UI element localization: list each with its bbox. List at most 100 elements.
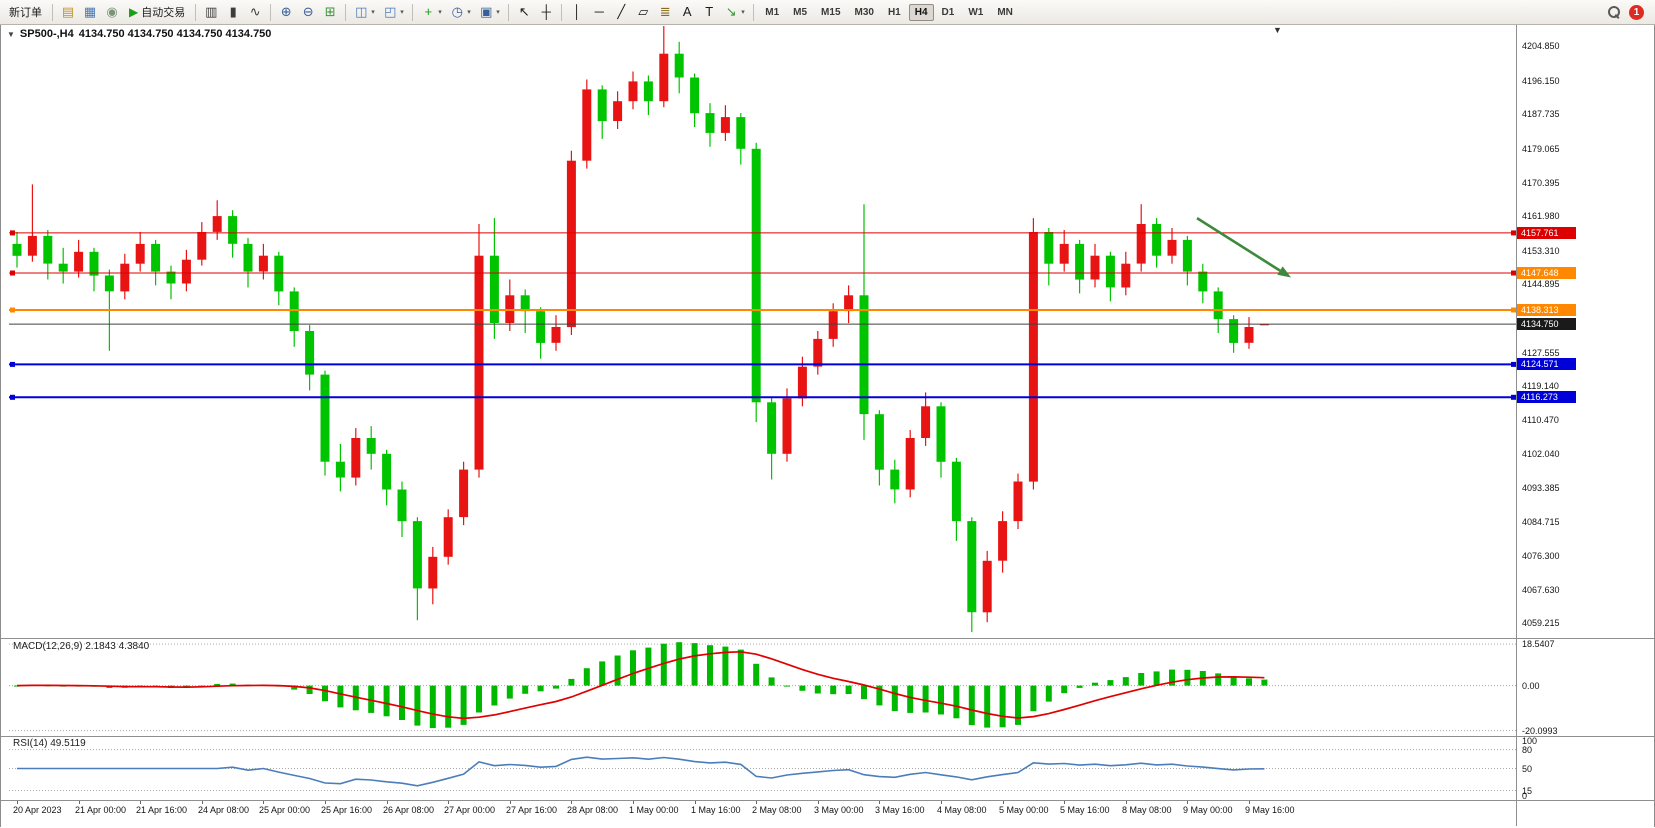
candlestick-chart[interactable] (9, 24, 1519, 638)
cursor-icon[interactable]: ↖ (518, 4, 530, 19)
timeframe-w1-button[interactable]: W1 (968, 6, 984, 18)
time-axis-tick (1249, 801, 1250, 804)
timeframe-m30-button[interactable]: M30 (854, 6, 874, 18)
macd-axis-label: -20.0993 (1522, 726, 1558, 736)
auto-trading-button[interactable]: ▶ 自动交易 (129, 5, 186, 19)
ohlc-values: 4134.750 4134.750 4134.750 4134.750 (78, 28, 272, 40)
time-axis-tick (571, 801, 572, 804)
rsi-label: RSI(14) 49.5119 (13, 738, 86, 749)
price-axis-label: 4127.555 (1522, 348, 1560, 358)
chart-title: SP500-,H4 (19, 28, 74, 40)
timeframe-h4-button[interactable]: H4 (908, 3, 934, 21)
search-icon[interactable] (1607, 5, 1621, 19)
timeframe-m1-button[interactable]: M1 (765, 6, 780, 18)
zoom-out-icon[interactable]: ⊖ (302, 4, 314, 19)
bar-chart-icon[interactable]: ▥ (205, 4, 218, 19)
navigator-icon[interactable]: ◉ (106, 4, 118, 19)
trendline-icon[interactable]: ╱ (617, 4, 626, 19)
toolbar-separator (508, 3, 510, 21)
tile-windows-icon[interactable]: ◫ (355, 4, 368, 19)
label-icon[interactable]: T (705, 4, 714, 19)
timeframe-mn-button[interactable]: MN (997, 6, 1013, 18)
price-axis-label: 4102.040 (1522, 449, 1560, 459)
line-chart-icon[interactable]: ∿ (249, 4, 261, 19)
price-axis-label: 4059.215 (1522, 618, 1560, 628)
trend-arrow[interactable] (1196, 217, 1291, 278)
chart-properties-icon[interactable]: ▣ (480, 4, 493, 19)
notification-badge[interactable]: 1 (1629, 4, 1644, 20)
time-axis-label: 2 May 08:00 (752, 805, 802, 815)
time-axis-label: 20 Apr 2023 (13, 805, 62, 815)
rsi-axis-label: 0 (1522, 791, 1528, 801)
time-axis-tick (448, 801, 449, 804)
period-clock-icon-dropdown[interactable]: ▾ (467, 9, 471, 16)
time-axis-tick (325, 801, 326, 804)
time-axis-label: 8 May 08:00 (1122, 805, 1172, 815)
toolbar-items: 新订单 ▤ ▦ ◉ ▶ 自动交易 ▥ ▮ ∿ ⊕ ⊖ ⊞ ◫ ▾ ◰ ▾ + ▾ ◷ ▾ ▣ ▾ ↖ ┼ │ ─ ╱ ▱ ≣ A T ↘ ▾ M1… (3, 0, 1020, 24)
price-badge: 4124.571 (1517, 358, 1576, 370)
time-axis-tick (1126, 801, 1127, 804)
time-axis-label: 1 May 00:00 (629, 805, 679, 815)
candlestick-chart-icon[interactable]: ▮ (229, 4, 237, 19)
horizontal-line-icon[interactable]: ─ (594, 4, 604, 19)
price-badge: 4138.313 (1517, 304, 1576, 316)
one-click-trading-icon[interactable]: ▼ (7, 29, 15, 39)
new-chart-icon-dropdown[interactable]: ▾ (400, 9, 404, 16)
toolbar-separator (52, 3, 53, 21)
fibonacci-icon[interactable]: ≣ (659, 4, 671, 19)
tile-windows-icon-dropdown[interactable]: ▾ (371, 9, 375, 16)
timeframe-h1-button[interactable]: H1 (887, 6, 901, 18)
price-axis-label: 4084.715 (1522, 517, 1560, 527)
price-axis-label: 4110.470 (1522, 415, 1559, 425)
data-window-icon[interactable]: ▦ (83, 4, 97, 19)
market-watch-icon[interactable]: ▤ (61, 4, 75, 19)
rsi-value: 49.5119 (50, 738, 86, 749)
time-axis-label: 4 May 08:00 (937, 805, 987, 815)
time-axis-separator (1, 800, 1654, 801)
time-axis-label: 3 May 00:00 (814, 805, 864, 815)
macd-label: MACD(12,26,9) 2.1843 4.3840 (13, 641, 150, 652)
channel-icon[interactable]: ▱ (638, 4, 649, 19)
price-axis-label: 4179.065 (1522, 144, 1560, 154)
new-order-button[interactable]: 新订单 (9, 7, 42, 19)
macd-axis-label: 0.00 (1522, 681, 1540, 691)
new-chart-icon[interactable]: ◰ (384, 4, 397, 19)
time-axis-tick (633, 801, 634, 804)
time-axis-label: 1 May 16:00 (691, 805, 741, 815)
rsi-axis-label: 100 (1522, 736, 1538, 746)
price-axis-label: 4067.630 (1522, 585, 1560, 595)
timeframe-m15-button[interactable]: M15 (821, 6, 841, 18)
candles (12, 26, 1269, 633)
grid-icon[interactable]: ⊞ (324, 4, 336, 19)
price-axis-label: 4076.300 (1522, 551, 1560, 561)
zoom-in-icon[interactable]: ⊕ (280, 4, 292, 19)
rsi-axis-label: 80 (1522, 745, 1533, 755)
macd-separator[interactable] (1, 638, 1654, 639)
shapes-icon[interactable]: ↘ (725, 4, 737, 19)
chart-properties-icon-dropdown[interactable]: ▾ (496, 9, 500, 16)
toolbar-separator (753, 3, 755, 21)
time-axis[interactable]: 20 Apr 2023 21 Apr 00:00 21 Apr 16:00 24 Ap… (1, 801, 1654, 827)
price-axis-label: 4119.140 (1522, 381, 1559, 391)
rsi-panel[interactable] (9, 737, 1519, 800)
time-axis-label: 3 May 16:00 (875, 805, 925, 815)
text-icon[interactable]: A (682, 4, 692, 19)
vertical-line-icon[interactable]: │ (573, 4, 582, 19)
toolbar-separator (345, 3, 347, 21)
time-axis-tick (818, 801, 819, 804)
timeframe-d1-button[interactable]: D1 (941, 6, 955, 18)
macd-signal-line (16, 650, 1265, 720)
time-axis-label: 5 May 16:00 (1060, 805, 1110, 815)
chart-shift-marker-icon[interactable]: ▼ (1273, 25, 1282, 35)
period-clock-icon[interactable]: ◷ (451, 4, 463, 19)
crosshair-icon[interactable]: ┼ (541, 4, 551, 19)
shapes-icon-dropdown[interactable]: ▾ (741, 9, 745, 16)
chart-header: ▼ SP500-,H4 4134.750 4134.750 4134.750 4… (7, 28, 271, 40)
add-indicator-icon-dropdown[interactable]: ▾ (438, 9, 442, 16)
timeframe-m5-button[interactable]: M5 (793, 6, 808, 18)
macd-panel[interactable] (9, 639, 1519, 736)
time-axis-tick (17, 801, 18, 804)
rsi-separator[interactable] (1, 736, 1654, 737)
add-indicator-icon[interactable]: + (424, 4, 433, 19)
price-axis[interactable]: 4204.850 4196.150 4187.735 4179.065 4170.395… (1516, 24, 1654, 826)
